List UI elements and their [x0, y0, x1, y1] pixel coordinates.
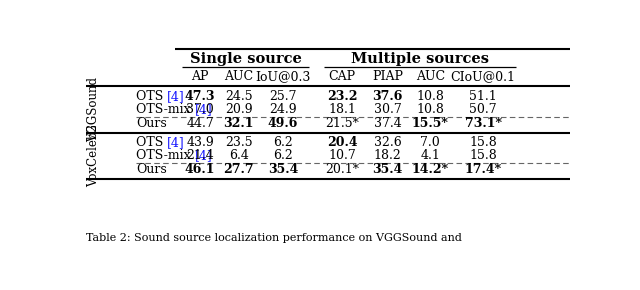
Text: 15.5*: 15.5*	[412, 117, 449, 130]
Text: 14.2*: 14.2*	[412, 163, 449, 176]
Text: 35.4: 35.4	[268, 163, 298, 176]
Text: 49.6: 49.6	[268, 117, 298, 130]
Text: 51.1: 51.1	[469, 90, 497, 103]
Text: IoU@0.3: IoU@0.3	[255, 70, 311, 83]
Text: 20.9: 20.9	[225, 103, 253, 116]
Text: [4]: [4]	[167, 90, 185, 103]
Text: CIoU@0.1: CIoU@0.1	[451, 70, 515, 83]
Text: 44.7: 44.7	[186, 117, 214, 130]
Text: 24.5: 24.5	[225, 90, 253, 103]
Text: Single source: Single source	[189, 52, 301, 66]
Text: 15.8: 15.8	[469, 136, 497, 149]
Text: 17.4*: 17.4*	[465, 163, 502, 176]
Text: AUC: AUC	[224, 70, 253, 83]
Text: 6.4: 6.4	[229, 149, 249, 162]
Text: 47.3: 47.3	[185, 90, 216, 103]
Text: 21.5*: 21.5*	[325, 117, 359, 130]
Text: 43.9: 43.9	[186, 136, 214, 149]
Text: 6.2: 6.2	[273, 136, 293, 149]
Text: Ours: Ours	[136, 163, 166, 176]
Text: [4]: [4]	[195, 103, 212, 116]
Text: [4]: [4]	[167, 136, 185, 149]
Text: 18.1: 18.1	[328, 103, 356, 116]
Text: 30.7: 30.7	[374, 103, 401, 116]
Text: VoxCeleb2: VoxCeleb2	[88, 124, 100, 187]
Text: CAP: CAP	[328, 70, 355, 83]
Text: AUC: AUC	[416, 70, 445, 83]
Text: PIAP: PIAP	[372, 70, 403, 83]
Text: Multiple sources: Multiple sources	[351, 52, 489, 66]
Text: 27.7: 27.7	[223, 163, 254, 176]
Text: 37.0: 37.0	[186, 103, 214, 116]
Text: 37.4: 37.4	[374, 117, 401, 130]
Text: AP: AP	[191, 70, 209, 83]
Text: OTS-mix: OTS-mix	[136, 149, 195, 162]
Text: 35.4: 35.4	[372, 163, 403, 176]
Text: OTS: OTS	[136, 136, 167, 149]
Text: 32.6: 32.6	[374, 136, 401, 149]
Text: OTS: OTS	[136, 90, 167, 103]
Text: 4.1: 4.1	[420, 149, 440, 162]
Text: 23.5: 23.5	[225, 136, 253, 149]
Text: [4]: [4]	[195, 149, 212, 162]
Text: 24.9: 24.9	[269, 103, 297, 116]
Text: 46.1: 46.1	[185, 163, 216, 176]
Text: 18.2: 18.2	[374, 149, 401, 162]
Text: 23.2: 23.2	[326, 90, 357, 103]
Text: 50.7: 50.7	[469, 103, 497, 116]
Text: 7.0: 7.0	[420, 136, 440, 149]
Text: 37.6: 37.6	[372, 90, 403, 103]
Text: 32.1: 32.1	[223, 117, 254, 130]
Text: OTS-mix: OTS-mix	[136, 103, 195, 116]
Text: 25.7: 25.7	[269, 90, 297, 103]
Text: 21.4: 21.4	[186, 149, 214, 162]
Text: 10.8: 10.8	[417, 103, 444, 116]
Text: 6.2: 6.2	[273, 149, 293, 162]
Text: VGGSound: VGGSound	[88, 77, 100, 142]
Text: 10.7: 10.7	[328, 149, 356, 162]
Text: Ours: Ours	[136, 117, 166, 130]
Text: 20.1*: 20.1*	[325, 163, 359, 176]
Text: 73.1*: 73.1*	[465, 117, 502, 130]
Text: Table 2: Sound source localization performance on VGGSound and: Table 2: Sound source localization perfo…	[86, 233, 462, 243]
Text: 10.8: 10.8	[417, 90, 444, 103]
Text: 20.4: 20.4	[326, 136, 357, 149]
Text: 15.8: 15.8	[469, 149, 497, 162]
